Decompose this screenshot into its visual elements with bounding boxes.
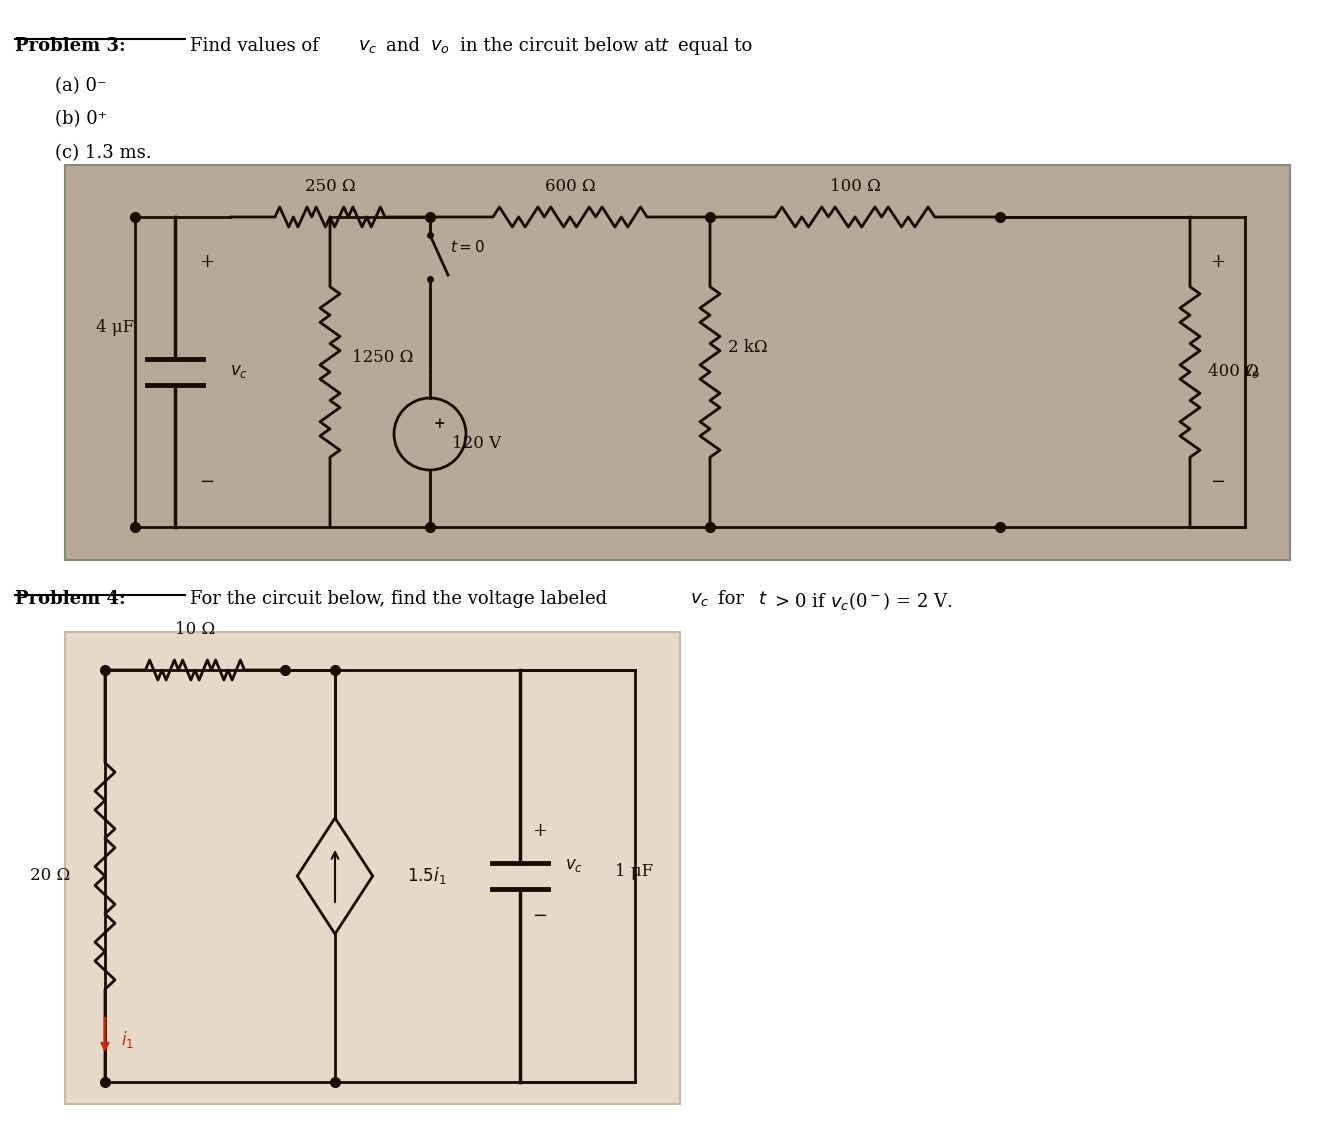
Text: 250 Ω: 250 Ω [304, 178, 356, 195]
Text: Find values of: Find values of [190, 37, 324, 55]
Text: in the circuit below at: in the circuit below at [459, 37, 668, 55]
Text: 600 Ω: 600 Ω [544, 178, 595, 195]
Text: 120 V: 120 V [452, 436, 501, 453]
Text: > 0 if $v_c$(0$^-$) = 2 V.: > 0 if $v_c$(0$^-$) = 2 V. [774, 590, 952, 612]
Bar [65, 165, 1289, 560]
Text: $v_c$: $v_c$ [359, 37, 377, 55]
Text: $t$: $t$ [758, 590, 768, 608]
Text: −: − [533, 907, 547, 925]
Text: and: and [386, 37, 426, 55]
Text: 10 Ω: 10 Ω [175, 621, 215, 638]
Text: (a) 0⁻: (a) 0⁻ [54, 77, 106, 95]
Text: 20 Ω: 20 Ω [29, 867, 70, 884]
Text: $v_o$: $v_o$ [430, 37, 450, 55]
Text: +: + [433, 417, 445, 431]
Text: $v_c$: $v_c$ [691, 590, 709, 608]
Text: −: − [199, 473, 215, 491]
Text: equal to: equal to [679, 37, 752, 55]
Text: $v_c$: $v_c$ [564, 858, 583, 875]
Text: $1.5i_1$: $1.5i_1$ [406, 866, 446, 886]
Text: (c) 1.3 ms.: (c) 1.3 ms. [54, 144, 151, 162]
Text: Problem 3:: Problem 3: [15, 37, 126, 55]
Text: for: for [718, 590, 750, 608]
Text: 100 Ω: 100 Ω [830, 178, 880, 195]
Text: $i_1$: $i_1$ [121, 1029, 134, 1049]
Text: (b) 0⁺: (b) 0⁺ [54, 110, 108, 128]
Text: 2 kΩ: 2 kΩ [728, 338, 768, 355]
Text: 400 Ω: 400 Ω [1208, 363, 1259, 380]
Text: $v_c$: $v_c$ [230, 363, 248, 380]
Text: +: + [199, 252, 215, 271]
Bar [65, 632, 680, 1104]
Text: Problem 4:: Problem 4: [15, 590, 126, 608]
Text: +: + [533, 822, 547, 840]
Text: $t$: $t$ [660, 37, 669, 55]
Text: 1250 Ω: 1250 Ω [352, 349, 413, 366]
Text: 4 μF: 4 μF [96, 318, 134, 335]
Text: +: + [1211, 252, 1226, 271]
Text: 1 μF: 1 μF [615, 863, 653, 880]
Text: $v_o$: $v_o$ [1242, 363, 1260, 380]
Text: −: − [1210, 473, 1226, 491]
Text: For the circuit below, find the voltage labeled: For the circuit below, find the voltage … [190, 590, 614, 608]
Text: $t=0$: $t=0$ [450, 239, 485, 255]
